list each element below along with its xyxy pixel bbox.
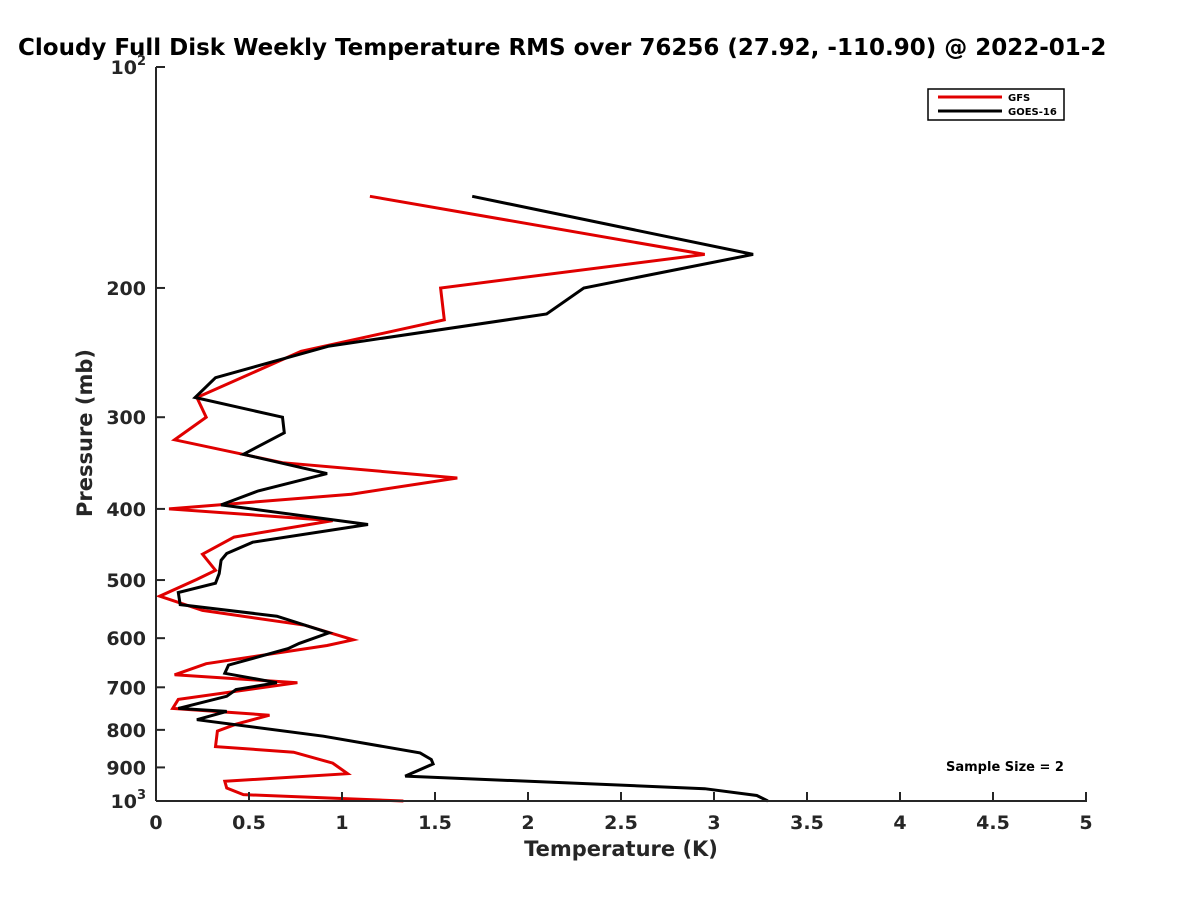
x-tick-label: 1.5 (418, 812, 452, 834)
y-tick-label: 400 (106, 499, 146, 521)
axes: 0 0.5 1 1.5 2 2.5 3 3.5 4 4.5 5 102 200 300 400 500 600… (106, 54, 1092, 834)
y-tick-label: 103 (111, 788, 147, 813)
x-tick-label: 0 (149, 812, 162, 834)
y-tick-label: 700 (106, 677, 146, 699)
x-tick-label: 1 (335, 812, 348, 834)
legend-box (927, 88, 1065, 121)
x-tick-label: 2 (521, 812, 534, 834)
x-tick-label: 4.5 (976, 812, 1010, 834)
y-tick-label: 900 (106, 757, 146, 779)
series-line-gfs (155, 194, 705, 803)
x-tick-label: 4 (893, 812, 906, 834)
series-line-goes16 (176, 194, 769, 803)
y-tick-label: 500 (106, 570, 146, 592)
x-tick-label: 3 (707, 812, 720, 834)
y-axis-label: Pressure (mb) (73, 349, 97, 517)
y-tick-label: 300 (106, 407, 146, 429)
legend: GFS GOES-16 (927, 88, 1065, 121)
y-tick-label: 800 (106, 720, 146, 742)
y-tick-label: 600 (106, 628, 146, 650)
y-ticks: 102 200 300 400 500 600 700 800 900 103 (106, 54, 165, 813)
legend-label-gfs: GFS (1008, 93, 1030, 104)
y-tick-label: 102 (111, 54, 147, 79)
x-tick-label: 0.5 (232, 812, 266, 834)
x-ticks: 0 0.5 1 1.5 2 2.5 3 3.5 4 4.5 5 (149, 792, 1093, 834)
chart-title: Cloudy Full Disk Weekly Temperature RMS … (18, 35, 1106, 61)
x-axis-label: Temperature (K) (524, 837, 718, 861)
x-tick-label: 5 (1079, 812, 1092, 834)
sample-size-annotation: Sample Size = 2 (946, 760, 1064, 775)
x-tick-label: 3.5 (790, 812, 824, 834)
plot-lines (155, 194, 769, 803)
x-tick-label: 2.5 (604, 812, 638, 834)
legend-label-goes16: GOES-16 (1008, 107, 1057, 118)
y-tick-label: 200 (106, 278, 146, 300)
